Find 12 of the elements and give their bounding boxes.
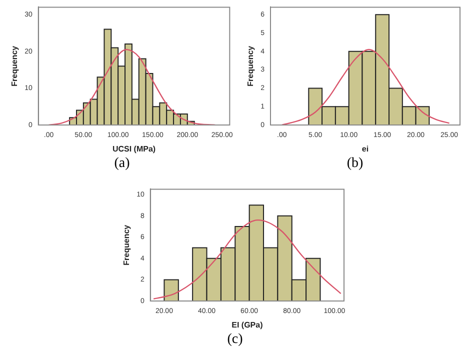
y-axis-title: Frequency — [246, 45, 256, 86]
line-series — [152, 219, 342, 300]
text: (b) — [346, 156, 364, 172]
y-axis-title: Frequency — [122, 224, 132, 266]
text: (a) — [113, 156, 131, 172]
line-series — [48, 48, 216, 125]
x-axis-title: EI (GPa) — [232, 320, 264, 330]
line-series — [281, 48, 450, 125]
text: (c) — [226, 332, 244, 348]
y-axis-title: Frequency — [10, 45, 20, 86]
x-axis-title: UCSI (MPa) — [112, 144, 156, 154]
x-axis-title: ei — [362, 144, 369, 154]
